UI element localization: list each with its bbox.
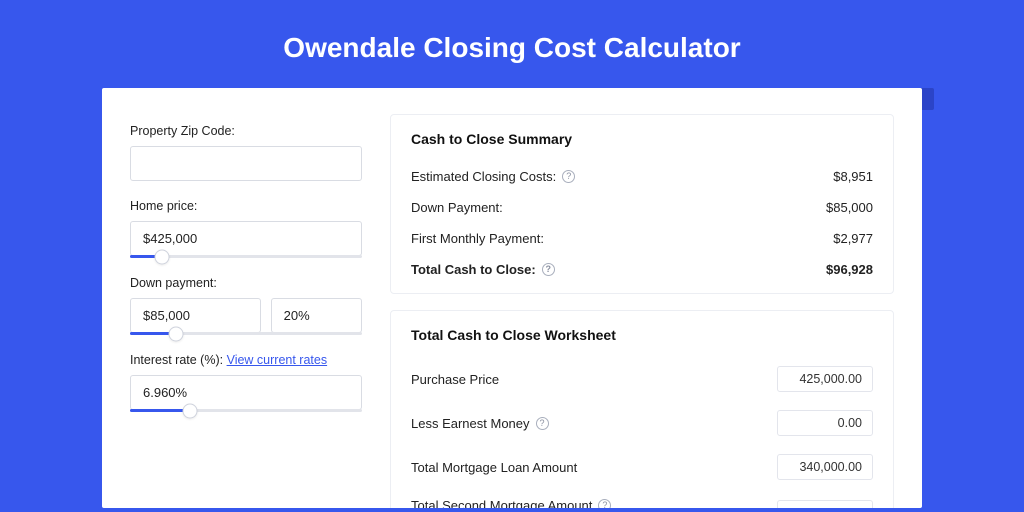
summary-row-label: Down Payment: <box>411 200 503 215</box>
worksheet-row-label: Purchase Price <box>411 372 499 387</box>
summary-row-total: Total Cash to Close: ? $96,928 <box>411 254 873 285</box>
help-icon[interactable]: ? <box>542 263 555 276</box>
home-price-slider-thumb[interactable] <box>155 249 170 264</box>
interest-rate-slider[interactable] <box>130 409 362 412</box>
help-icon[interactable]: ? <box>536 417 549 430</box>
calculator-card-wrap: Property Zip Code: Home price: Down paym… <box>102 88 922 508</box>
worksheet-row: Purchase Price 425,000.00 <box>411 357 873 401</box>
worksheet-row: Total Second Mortgage Amount ? <box>411 489 873 508</box>
summary-row-value: $2,977 <box>833 231 873 246</box>
summary-row-value: $96,928 <box>826 262 873 277</box>
results-column: Cash to Close Summary Estimated Closing … <box>390 114 894 508</box>
summary-panel: Cash to Close Summary Estimated Closing … <box>390 114 894 294</box>
worksheet-row-value[interactable]: 340,000.00 <box>777 454 873 480</box>
summary-row-label: First Monthly Payment: <box>411 231 544 246</box>
interest-rate-slider-fill <box>130 409 190 412</box>
home-price-slider[interactable] <box>130 255 362 258</box>
worksheet-row-value[interactable]: 425,000.00 <box>777 366 873 392</box>
worksheet-row-label: Less Earnest Money <box>411 416 530 431</box>
zip-field: Property Zip Code: <box>130 124 362 181</box>
inputs-column: Property Zip Code: Home price: Down paym… <box>130 114 362 508</box>
worksheet-row: Total Mortgage Loan Amount 340,000.00 <box>411 445 873 489</box>
interest-rate-label-text: Interest rate (%): <box>130 353 223 367</box>
summary-row-value: $85,000 <box>826 200 873 215</box>
page-title: Owendale Closing Cost Calculator <box>0 0 1024 88</box>
down-payment-slider-thumb[interactable] <box>169 326 184 341</box>
view-rates-link[interactable]: View current rates <box>227 353 328 367</box>
worksheet-row-value[interactable]: 0.00 <box>777 410 873 436</box>
down-payment-field: Down payment: <box>130 276 362 335</box>
worksheet-row: Less Earnest Money ? 0.00 <box>411 401 873 445</box>
calculator-card: Property Zip Code: Home price: Down paym… <box>102 88 922 508</box>
down-payment-pct-input[interactable] <box>271 298 362 333</box>
help-icon[interactable]: ? <box>598 499 611 508</box>
home-price-field: Home price: <box>130 199 362 258</box>
summary-row: Estimated Closing Costs: ? $8,951 <box>411 161 873 192</box>
interest-rate-field: Interest rate (%): View current rates <box>130 353 362 412</box>
worksheet-row-label: Total Mortgage Loan Amount <box>411 460 577 475</box>
zip-input[interactable] <box>130 146 362 181</box>
help-icon[interactable]: ? <box>562 170 575 183</box>
worksheet-row-label: Total Second Mortgage Amount <box>411 498 592 508</box>
summary-row: First Monthly Payment: $2,977 <box>411 223 873 254</box>
worksheet-panel: Total Cash to Close Worksheet Purchase P… <box>390 310 894 508</box>
worksheet-row-value[interactable] <box>777 500 873 509</box>
down-payment-slider[interactable] <box>130 332 362 335</box>
down-payment-input[interactable] <box>130 298 261 333</box>
interest-rate-input[interactable] <box>130 375 362 410</box>
home-price-label: Home price: <box>130 199 362 213</box>
down-payment-label: Down payment: <box>130 276 362 290</box>
zip-label: Property Zip Code: <box>130 124 362 138</box>
summary-row: Down Payment: $85,000 <box>411 192 873 223</box>
interest-rate-slider-thumb[interactable] <box>183 403 198 418</box>
summary-row-label: Estimated Closing Costs: <box>411 169 556 184</box>
summary-row-value: $8,951 <box>833 169 873 184</box>
interest-rate-label: Interest rate (%): View current rates <box>130 353 362 367</box>
worksheet-heading: Total Cash to Close Worksheet <box>411 327 873 343</box>
summary-heading: Cash to Close Summary <box>411 131 873 147</box>
summary-row-label: Total Cash to Close: <box>411 262 536 277</box>
